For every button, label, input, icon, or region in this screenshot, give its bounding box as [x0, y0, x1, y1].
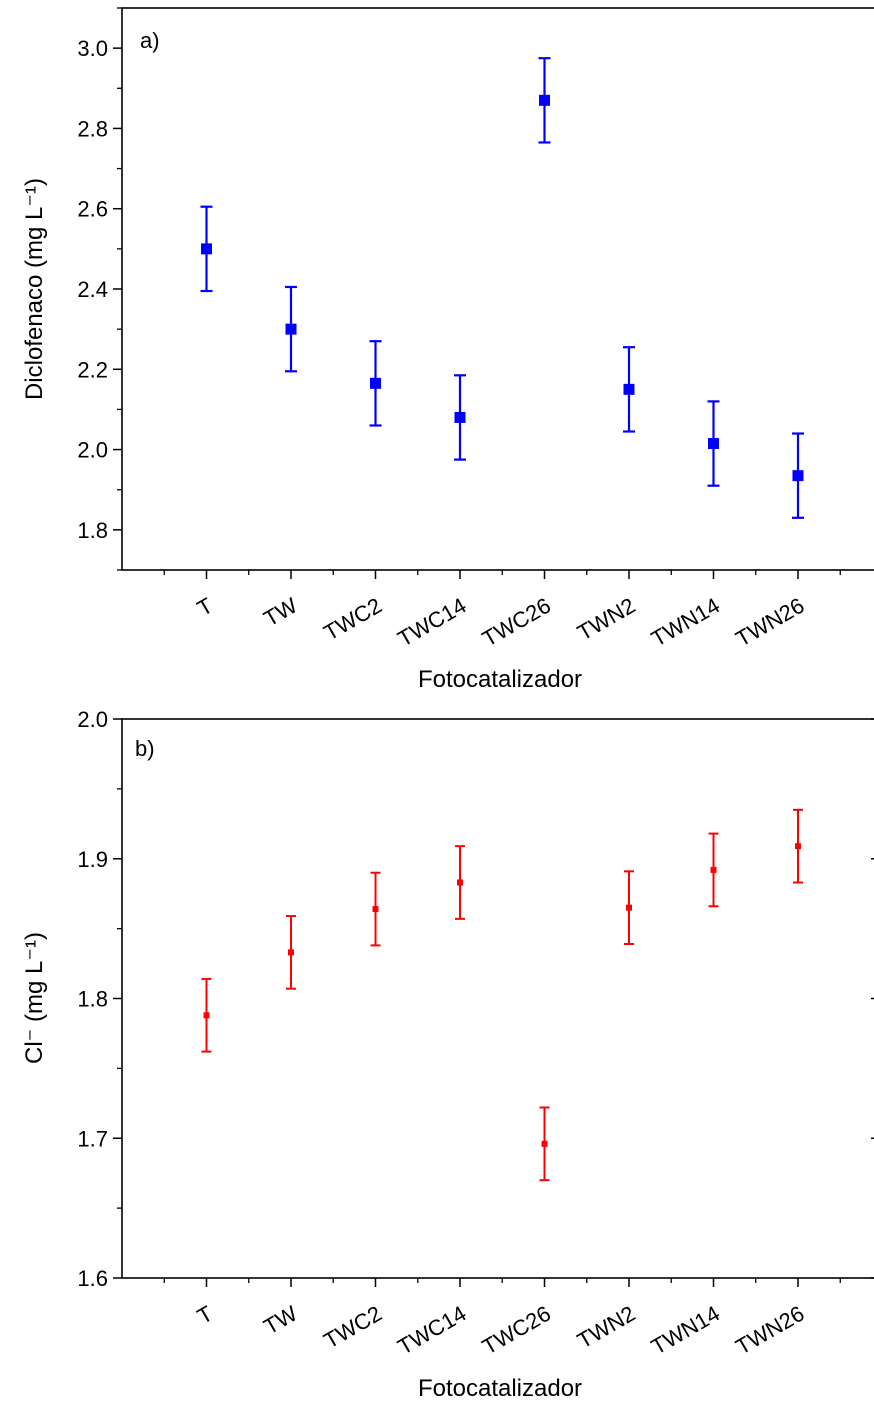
panel-a-point-TWN2 [623, 346, 635, 433]
panel-b-data-series [201, 808, 803, 1182]
panel-b-y-axis: 1.6 1.7 1.8 1.9 2.0 [77, 707, 874, 1291]
data-marker [795, 843, 801, 850]
panel-b-x-tick-label: TWN14 [647, 1301, 724, 1360]
panel-a-x-axis-title: Fotocatalizador [418, 666, 582, 693]
panel-a-point-TWN26 [792, 432, 804, 519]
panel-a-y-tick-label: 2.8 [77, 116, 108, 141]
panel-a-x-tick-label: TWN14 [647, 593, 724, 652]
data-marker [539, 94, 550, 106]
panel-b-x-tick-label: TWC14 [393, 1301, 470, 1360]
data-marker [454, 411, 466, 423]
panel-b-point-TWN14 [708, 832, 719, 908]
data-marker [203, 1012, 210, 1019]
panel-a-y-tick-label: 3.0 [77, 36, 108, 61]
panel-a-point-T [200, 205, 213, 293]
data-marker [372, 906, 379, 913]
panel-b-point-T [201, 977, 212, 1053]
panel-b-label: b) [135, 736, 155, 761]
panel-b-x-tick-label: TWN26 [731, 1301, 808, 1360]
data-marker [285, 323, 297, 335]
panel-b-x-tick-label: TWC26 [478, 1301, 555, 1360]
data-marker [626, 904, 632, 911]
panel-b-x-tick-label: TWN2 [573, 1301, 639, 1354]
panel-b-y-tick-label: 1.6 [77, 1266, 108, 1291]
panel-a-data-series [200, 57, 804, 519]
data-marker [457, 879, 463, 886]
data-marker [708, 438, 719, 450]
panel-b-y-tick-label: 1.9 [77, 847, 108, 872]
panel-b-point-TWN2 [624, 870, 634, 945]
panel-b-x-tick-label: TW [259, 1301, 301, 1340]
panel-a-diclofenaco: a) 1.8 2.0 2.2 2.4 2.6 2.8 3.0 T TW TWC2 TWC14 TWC… [21, 7, 874, 693]
panel-b-y-tick-label: 2.0 [77, 707, 108, 732]
panel-a-x-tick-label: TWN26 [731, 593, 808, 652]
data-marker [710, 866, 717, 873]
panel-a-point-TWC2 [369, 340, 382, 427]
panel-a-y-tick-label: 1.8 [77, 518, 108, 543]
panel-a-y-tick-label: 2.2 [77, 357, 108, 382]
panel-a-point-TW [285, 285, 297, 373]
panel-a-x-tick-label: TWC14 [393, 593, 470, 652]
panel-a-x-tick-label: TWC26 [478, 593, 555, 652]
data-marker [792, 470, 804, 482]
panel-a-x-tick-label: TW [259, 593, 301, 632]
data-marker [288, 949, 294, 956]
data-marker [623, 383, 635, 395]
panel-a-y-tick-label: 2.4 [77, 277, 108, 302]
panel-a-x-axis: T TW TWC2 TWC14 TWC26 TWN2 TWN14 TWN26 [163, 570, 841, 652]
panel-a-x-tick-label: TWN2 [573, 593, 639, 646]
panel-b-x-axis-title: Fotocatalizador [418, 1375, 582, 1402]
panel-b-chloride: b) 1.6 1.7 1.8 1.9 2.0 T TW TWC2 TWC14 TWC26 TWN2… [21, 707, 874, 1402]
data-marker [201, 243, 212, 255]
panel-b-x-axis: T TW TWC2 TWC14 TWC26 TWN2 TWN14 TWN26 [163, 1278, 841, 1360]
panel-a-x-tick-label: T [193, 593, 217, 621]
panel-b-y-axis-title: Cl⁻ (mg L⁻¹) [21, 932, 48, 1064]
panel-b-point-TW [286, 915, 296, 990]
panel-a-point-TWN14 [707, 400, 720, 487]
panel-b-point-TWC2 [370, 871, 381, 947]
data-marker [541, 1140, 548, 1147]
panel-a-point-TWC14 [454, 374, 466, 461]
panel-b-y-tick-label: 1.8 [77, 987, 108, 1012]
panel-a-y-tick-label: 2.6 [77, 197, 108, 222]
panel-a-y-tick-label: 2.0 [77, 438, 108, 463]
panel-a-y-axis-title: Diclofenaco (mg L⁻¹) [21, 178, 48, 400]
panel-a-y-axis: 1.8 2.0 2.2 2.4 2.6 2.8 3.0 [77, 7, 122, 571]
panel-b-y-tick-label: 1.7 [77, 1126, 108, 1151]
panel-a-frame [121, 7, 874, 571]
panel-a-label: a) [140, 28, 160, 53]
panel-b-x-tick-label: T [193, 1301, 217, 1329]
panel-a-point-TWC26 [538, 57, 551, 144]
panel-b-point-TWN26 [793, 808, 803, 884]
panel-b-frame [121, 718, 874, 1279]
panel-b-point-TWC14 [455, 845, 465, 920]
panel-b-point-TWC26 [539, 1106, 550, 1182]
panel-b-x-tick-label: TWC2 [320, 1301, 386, 1354]
data-marker [370, 377, 381, 389]
panel-a-x-tick-label: TWC2 [320, 593, 386, 646]
